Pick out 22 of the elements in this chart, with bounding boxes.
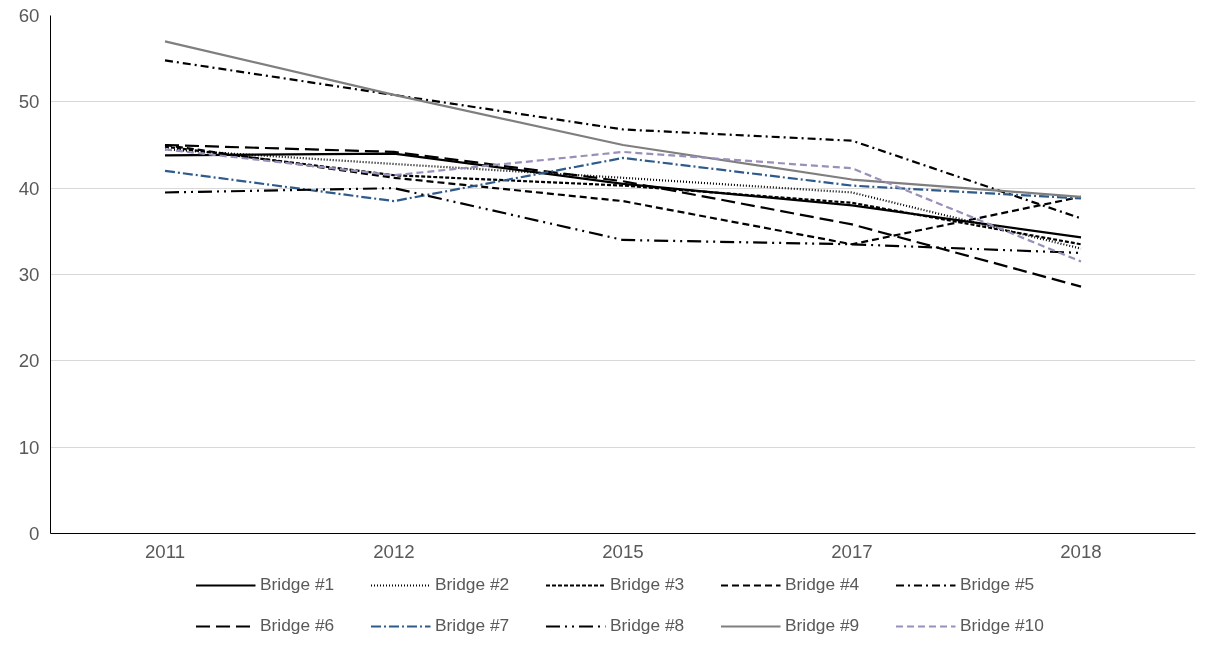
legend-label: Bridge #9 bbox=[785, 615, 861, 636]
legend-label: Bridge #10 bbox=[960, 615, 1045, 636]
x-tick-label: 2012 bbox=[373, 540, 415, 562]
legend-label: Bridge #5 bbox=[960, 574, 1036, 595]
x-tick-label: 2018 bbox=[1060, 540, 1102, 562]
legend-label: Bridge #7 bbox=[435, 615, 511, 636]
x-tick-label: 2015 bbox=[602, 540, 644, 562]
legend-label: Bridge #1 bbox=[260, 574, 336, 595]
legend-label: Bridge #4 bbox=[785, 574, 861, 595]
legend-label: Bridge #8 bbox=[610, 615, 686, 636]
x-tick-label: 2017 bbox=[831, 540, 873, 562]
y-tick-label: 20 bbox=[18, 350, 40, 372]
legend-label: Bridge #3 bbox=[610, 574, 686, 595]
y-tick-label: 30 bbox=[18, 264, 40, 285]
y-tick-label: 60 bbox=[18, 5, 40, 26]
x-tick-label: 2011 bbox=[144, 540, 186, 562]
y-tick-label: 50 bbox=[18, 91, 40, 113]
legend-label: Bridge #6 bbox=[260, 615, 336, 636]
y-tick-label: 40 bbox=[18, 177, 40, 199]
legend-label: Bridge #2 bbox=[435, 574, 511, 595]
y-tick-label: 10 bbox=[18, 436, 40, 458]
y-tick-label: 0 bbox=[29, 523, 40, 544]
